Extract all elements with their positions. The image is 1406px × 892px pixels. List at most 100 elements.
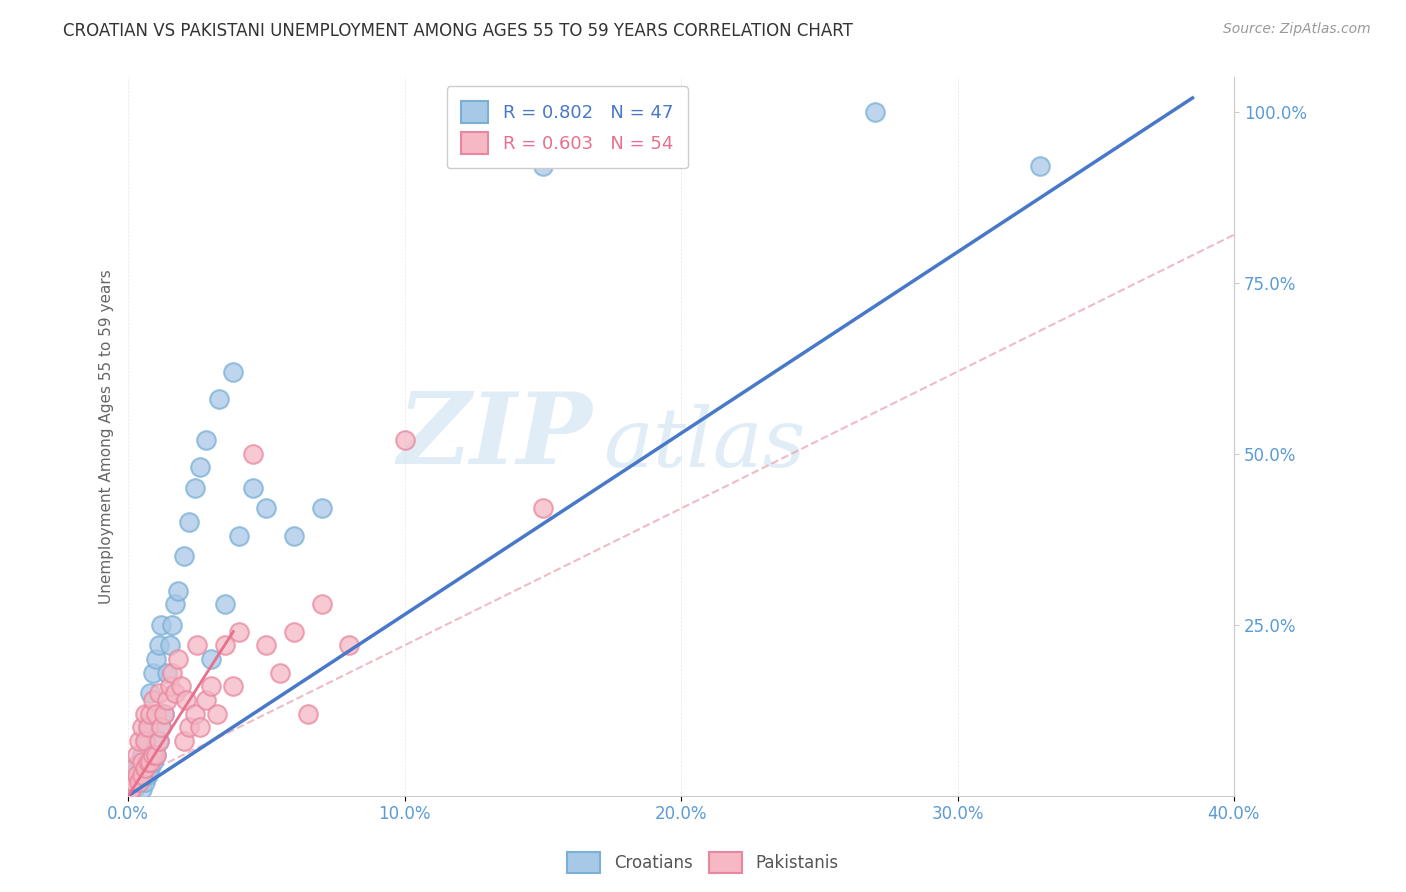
Point — [228, 624, 250, 639]
Point — [269, 665, 291, 680]
Point — [125, 761, 148, 775]
Point — [145, 747, 167, 762]
Point — [283, 624, 305, 639]
Point — [863, 104, 886, 119]
Point — [208, 392, 231, 406]
Point — [222, 365, 245, 379]
Point — [139, 706, 162, 721]
Point — [153, 706, 176, 721]
Point — [148, 734, 170, 748]
Point — [1029, 160, 1052, 174]
Point — [222, 679, 245, 693]
Point — [531, 160, 554, 174]
Point — [200, 679, 222, 693]
Point — [125, 747, 148, 762]
Point — [139, 686, 162, 700]
Point — [120, 775, 142, 789]
Point — [188, 720, 211, 734]
Y-axis label: Unemployment Among Ages 55 to 59 years: Unemployment Among Ages 55 to 59 years — [100, 269, 114, 604]
Point — [205, 706, 228, 721]
Point — [156, 693, 179, 707]
Point — [122, 781, 145, 796]
Point — [177, 515, 200, 529]
Point — [136, 768, 159, 782]
Point — [167, 652, 190, 666]
Point — [131, 768, 153, 782]
Point — [120, 781, 142, 796]
Point — [136, 755, 159, 769]
Point — [283, 529, 305, 543]
Point — [153, 706, 176, 721]
Point — [125, 775, 148, 789]
Point — [297, 706, 319, 721]
Point — [170, 679, 193, 693]
Point — [194, 693, 217, 707]
Point — [228, 529, 250, 543]
Point — [125, 768, 148, 782]
Point — [159, 679, 181, 693]
Point — [186, 638, 208, 652]
Point — [122, 775, 145, 789]
Point — [139, 761, 162, 775]
Point — [122, 761, 145, 775]
Point — [131, 747, 153, 762]
Point — [311, 597, 333, 611]
Point — [145, 652, 167, 666]
Point — [531, 501, 554, 516]
Point — [162, 665, 184, 680]
Point — [177, 720, 200, 734]
Point — [142, 693, 165, 707]
Point — [136, 720, 159, 734]
Text: Source: ZipAtlas.com: Source: ZipAtlas.com — [1223, 22, 1371, 37]
Point — [134, 706, 156, 721]
Point — [148, 734, 170, 748]
Point — [214, 638, 236, 652]
Legend: R = 0.802   N = 47, R = 0.603   N = 54: R = 0.802 N = 47, R = 0.603 N = 54 — [447, 87, 688, 169]
Legend: Croatians, Pakistanis: Croatians, Pakistanis — [561, 846, 845, 880]
Point — [165, 686, 187, 700]
Point — [150, 720, 173, 734]
Point — [214, 597, 236, 611]
Point — [256, 638, 278, 652]
Point — [242, 481, 264, 495]
Point — [134, 734, 156, 748]
Point — [337, 638, 360, 652]
Point — [183, 706, 205, 721]
Point — [150, 720, 173, 734]
Point — [134, 761, 156, 775]
Point — [167, 583, 190, 598]
Point — [188, 460, 211, 475]
Point — [118, 785, 141, 799]
Point — [142, 747, 165, 762]
Point — [311, 501, 333, 516]
Point — [131, 768, 153, 782]
Point — [136, 720, 159, 734]
Point — [128, 775, 150, 789]
Point — [394, 433, 416, 447]
Point — [162, 617, 184, 632]
Point — [148, 686, 170, 700]
Point — [142, 665, 165, 680]
Text: CROATIAN VS PAKISTANI UNEMPLOYMENT AMONG AGES 55 TO 59 YEARS CORRELATION CHART: CROATIAN VS PAKISTANI UNEMPLOYMENT AMONG… — [63, 22, 853, 40]
Point — [173, 734, 195, 748]
Point — [131, 755, 153, 769]
Point — [183, 481, 205, 495]
Point — [159, 638, 181, 652]
Point — [200, 652, 222, 666]
Point — [176, 693, 198, 707]
Point — [131, 781, 153, 796]
Point — [120, 785, 142, 799]
Point — [134, 734, 156, 748]
Point — [242, 447, 264, 461]
Point — [256, 501, 278, 516]
Text: atlas: atlas — [603, 404, 806, 483]
Text: ZIP: ZIP — [398, 388, 593, 485]
Point — [142, 755, 165, 769]
Point — [150, 617, 173, 632]
Point — [145, 706, 167, 721]
Point — [128, 734, 150, 748]
Point — [139, 755, 162, 769]
Point — [131, 720, 153, 734]
Point — [194, 433, 217, 447]
Point — [148, 638, 170, 652]
